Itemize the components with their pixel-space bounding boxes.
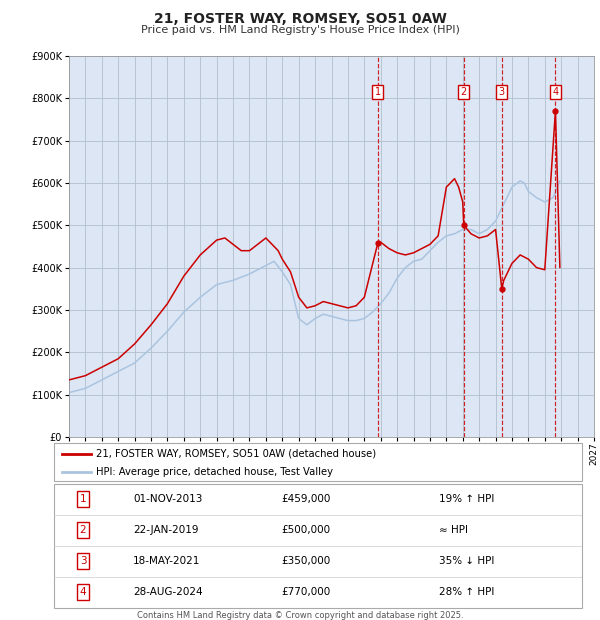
Text: 01-NOV-2013: 01-NOV-2013 [133, 494, 203, 504]
Text: 1: 1 [80, 494, 86, 504]
Text: Contains HM Land Registry data © Crown copyright and database right 2025.: Contains HM Land Registry data © Crown c… [137, 611, 463, 620]
Text: 21, FOSTER WAY, ROMSEY, SO51 0AW (detached house): 21, FOSTER WAY, ROMSEY, SO51 0AW (detach… [96, 449, 376, 459]
Text: 21, FOSTER WAY, ROMSEY, SO51 0AW: 21, FOSTER WAY, ROMSEY, SO51 0AW [154, 12, 446, 27]
Text: 19% ↑ HPI: 19% ↑ HPI [439, 494, 495, 504]
Text: £770,000: £770,000 [281, 587, 330, 597]
Text: 1: 1 [375, 87, 381, 97]
Text: 18-MAY-2021: 18-MAY-2021 [133, 556, 200, 566]
Text: 3: 3 [499, 87, 505, 97]
Text: 28-AUG-2024: 28-AUG-2024 [133, 587, 203, 597]
Text: £500,000: £500,000 [281, 525, 330, 535]
Text: 4: 4 [80, 587, 86, 597]
Text: £350,000: £350,000 [281, 556, 330, 566]
FancyBboxPatch shape [54, 484, 582, 608]
Text: 22-JAN-2019: 22-JAN-2019 [133, 525, 199, 535]
Text: 28% ↑ HPI: 28% ↑ HPI [439, 587, 495, 597]
Text: 35% ↓ HPI: 35% ↓ HPI [439, 556, 495, 566]
Text: 2: 2 [80, 525, 86, 535]
Text: £459,000: £459,000 [281, 494, 331, 504]
Text: 3: 3 [80, 556, 86, 566]
Text: Price paid vs. HM Land Registry's House Price Index (HPI): Price paid vs. HM Land Registry's House … [140, 25, 460, 35]
Text: 2: 2 [461, 87, 467, 97]
FancyBboxPatch shape [54, 443, 582, 480]
Text: ≈ HPI: ≈ HPI [439, 525, 469, 535]
Text: HPI: Average price, detached house, Test Valley: HPI: Average price, detached house, Test… [96, 467, 333, 477]
Text: 4: 4 [553, 87, 559, 97]
